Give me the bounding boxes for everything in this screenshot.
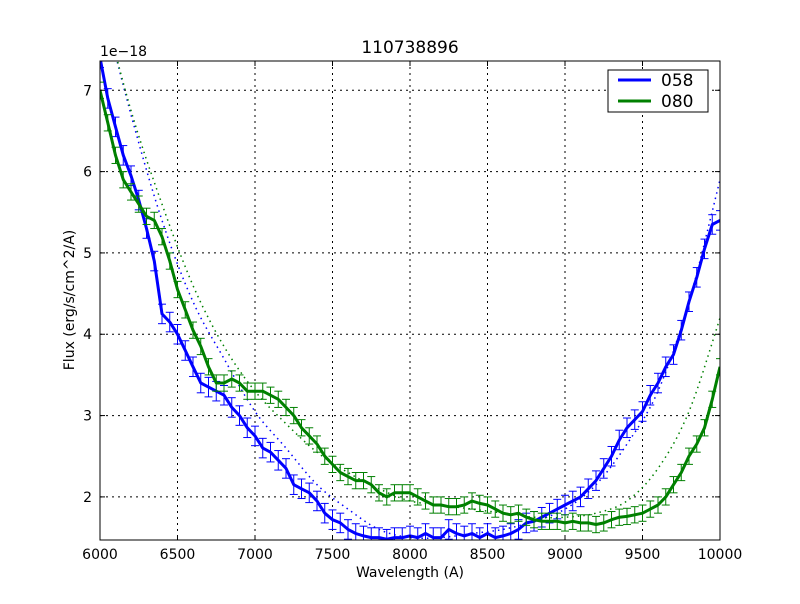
y-tick-label: 6: [83, 165, 92, 181]
y-tick-label: 3: [83, 409, 92, 425]
line-080: [100, 89, 720, 526]
x-tick-label: 8500: [470, 547, 506, 563]
y-axis-ticks: 2 3 4 5 6 7: [83, 83, 720, 506]
chart-title: 110738896: [361, 38, 458, 58]
legend-box: [607, 69, 709, 113]
series-080: [100, 81, 720, 534]
x-tick-label: 9500: [625, 547, 661, 563]
x-tick-label: 6500: [160, 547, 196, 563]
x-axis-label: Wavelength (A): [356, 565, 464, 581]
y-axis-label: Flux (erg/s/cm^2/A): [62, 230, 78, 370]
y-tick-label: 5: [83, 246, 92, 262]
y-tick-label: 2: [83, 490, 92, 506]
x-axis-ticks: 6000 6500 7000 7500 8000 8500 9000 9500 10000: [82, 61, 742, 563]
x-tick-label: 6000: [82, 547, 118, 563]
x-tick-label: 8000: [392, 547, 428, 563]
y-tick-label: 7: [83, 83, 92, 99]
legend-label-058: 058: [661, 71, 693, 91]
x-tick-label: 10000: [698, 547, 743, 563]
y-offset-label: 1e−18: [100, 44, 147, 60]
legend-label-080: 080: [661, 92, 693, 112]
model-curve-058: [116, 61, 720, 540]
x-tick-label: 9000: [547, 547, 583, 563]
model-curves: [116, 61, 720, 540]
x-tick-label: 7000: [237, 547, 273, 563]
x-tick-label: 7500: [315, 547, 351, 563]
legend: 058 080: [607, 69, 709, 113]
y-tick-label: 4: [83, 327, 92, 343]
